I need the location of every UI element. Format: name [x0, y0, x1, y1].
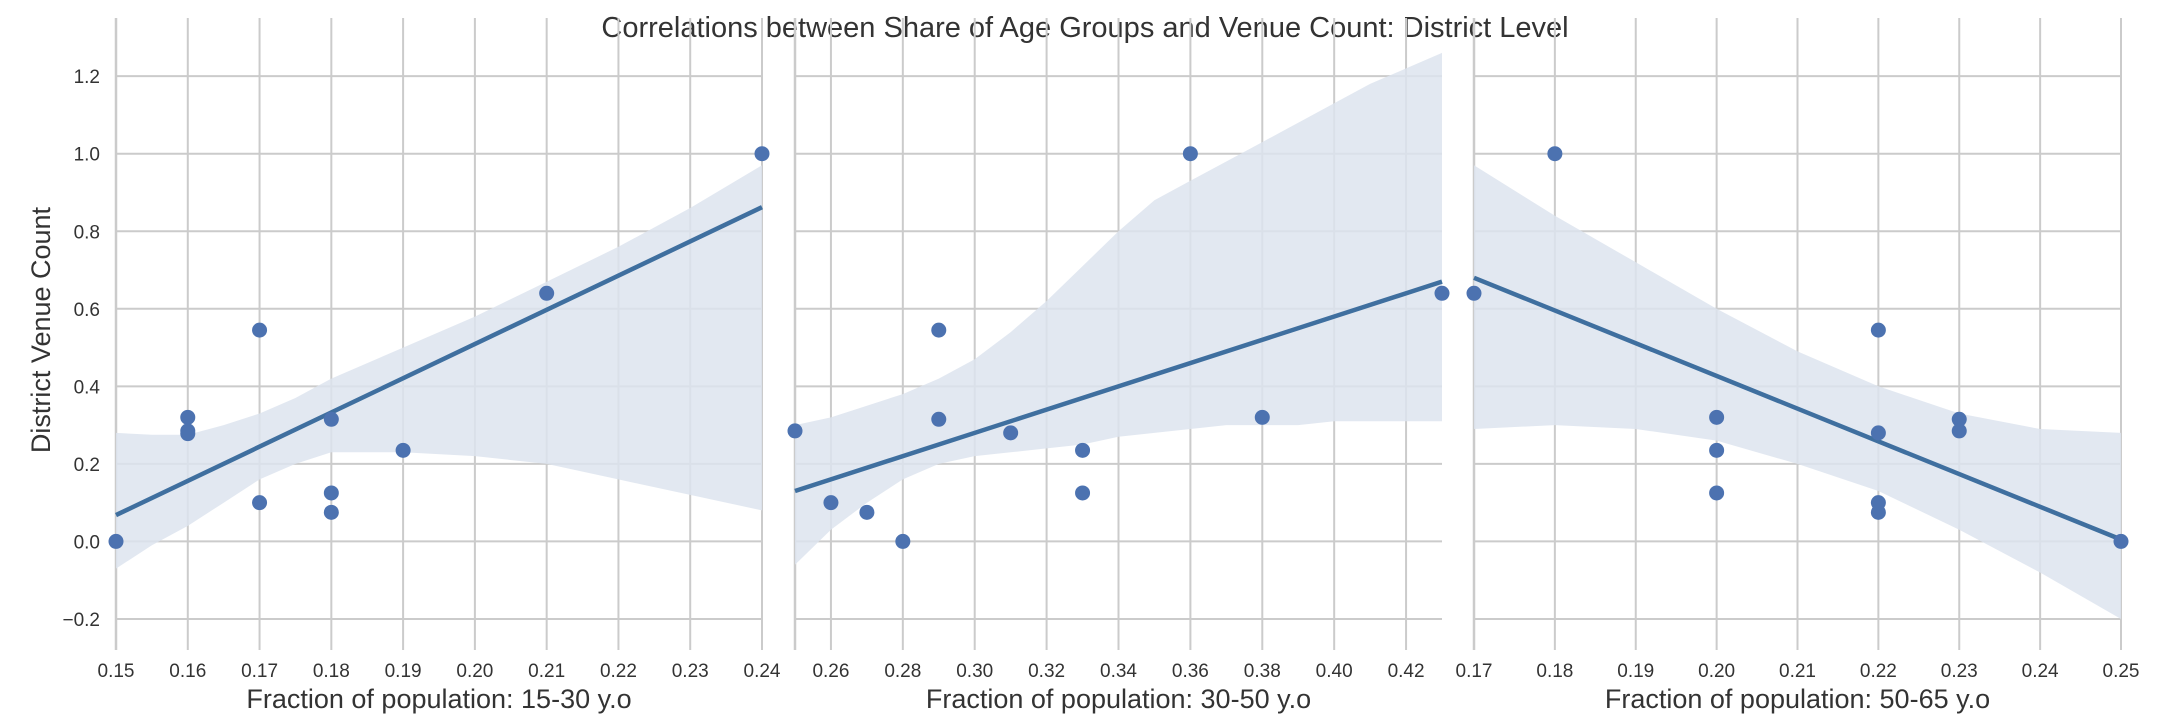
x-tick-label: 0.20 — [456, 661, 493, 682]
scatter-point — [754, 146, 770, 162]
scatter-point — [859, 504, 875, 520]
scatter-point — [895, 533, 911, 549]
panel-1: 0.15 0.16 0.17 0.18 0.19 0.20 0.21 0.22 0.23 0.24… — [62, 18, 781, 714]
x-tick-label: 0.18 — [313, 661, 350, 682]
scatter-point — [180, 426, 196, 442]
scatter-point — [108, 533, 124, 549]
scatter-point — [323, 504, 339, 520]
x-tick-label: 0.38 — [1244, 661, 1281, 682]
scatter-point — [787, 423, 803, 439]
x-tick-label: 0.18 — [1536, 661, 1573, 682]
scatter-points — [1466, 146, 2129, 549]
scatter-point — [1434, 285, 1450, 301]
x-tick-label: 0.30 — [956, 661, 993, 682]
scatter-point — [1709, 409, 1725, 425]
scatter-point — [1003, 425, 1019, 441]
y-tick-label: 0.2 — [74, 455, 100, 476]
x-tick-label: 0.23 — [672, 661, 709, 682]
x-tick-label: 0.16 — [169, 661, 206, 682]
x-tick-label: 0.22 — [600, 661, 637, 682]
panel-2: 0.26 0.28 0.30 0.32 0.34 0.36 0.38 0.40 0.42 Frac… — [787, 18, 1450, 714]
chart-title: Correlations between Share of Age Groups… — [601, 12, 1568, 44]
scatter-point — [931, 411, 947, 427]
x-tick-label: 0.25 — [2103, 661, 2140, 682]
x-tick-label: 0.23 — [1941, 661, 1978, 682]
scatter-point — [1182, 146, 1198, 162]
x-tick-label: 0.17 — [1456, 661, 1493, 682]
x-tick-label: 0.42 — [1388, 661, 1425, 682]
regression-line — [794, 279, 1443, 494]
scatter-point — [323, 485, 339, 501]
scatter-point — [1075, 485, 1091, 501]
y-tick-label: −0.2 — [62, 610, 100, 631]
scatter-point — [1709, 485, 1725, 501]
x-axis-label: Fraction of population: 50-65 y.o — [1605, 684, 1990, 714]
y-axis-label: District Venue Count — [26, 206, 56, 453]
x-tick-label: 0.32 — [1028, 661, 1065, 682]
x-tick-label: 0.17 — [241, 661, 278, 682]
scatter-point — [1951, 411, 1967, 427]
y-tick-label: 0.4 — [74, 377, 101, 398]
y-tick-label: 1.2 — [74, 67, 100, 88]
x-tick-label: 0.21 — [528, 661, 565, 682]
scatter-point — [1075, 442, 1091, 458]
x-tick-label: 0.19 — [385, 661, 422, 682]
confidence-band — [1474, 165, 2121, 620]
x-tick-label: 0.36 — [1172, 661, 1209, 682]
x-tick-label: 0.19 — [1617, 661, 1654, 682]
x-tick-label: 0.26 — [812, 661, 849, 682]
scatter-point — [823, 495, 839, 511]
scatter-point — [1870, 425, 1886, 441]
scatter-point — [539, 285, 555, 301]
scatter-points — [108, 146, 770, 549]
y-tick-label: 1.0 — [74, 145, 100, 166]
scatter-point — [1254, 409, 1270, 425]
scatter-point — [1870, 322, 1886, 338]
x-axis-label: Fraction of population: 15-30 y.o — [246, 684, 631, 714]
x-axis-label: Fraction of population: 30-50 y.o — [926, 684, 1311, 714]
x-tick-label: 0.40 — [1316, 661, 1353, 682]
scatter-point — [1870, 504, 1886, 520]
scatter-point — [1709, 442, 1725, 458]
scatter-point — [931, 322, 947, 338]
x-tick-label: 0.28 — [884, 661, 921, 682]
x-tick-label: 0.34 — [1100, 661, 1137, 682]
scatter-point — [1466, 285, 1482, 301]
x-tick-label: 0.20 — [1698, 661, 1735, 682]
y-tick-label: 0.8 — [74, 222, 100, 243]
x-tick-label: 0.15 — [98, 661, 135, 682]
scatter-point — [252, 495, 268, 511]
scatter-point — [1951, 423, 1967, 439]
scatter-points — [787, 146, 1450, 549]
confidence-band — [116, 165, 762, 569]
x-tick-label: 0.24 — [2022, 661, 2059, 682]
scatter-point — [323, 411, 339, 427]
scatter-point — [180, 409, 196, 425]
regression-line — [1473, 275, 2122, 542]
panels: 0.15 0.16 0.17 0.18 0.19 0.20 0.21 0.22 0.23 0.24… — [62, 18, 2139, 714]
panel-3: 0.17 0.18 0.19 0.20 0.21 0.22 0.23 0.24 0.25 Frac… — [1456, 18, 2140, 714]
scatter-point — [252, 322, 268, 338]
x-tick-label: 0.22 — [1860, 661, 1897, 682]
scatter-point — [2113, 533, 2129, 549]
y-tick-label: 0.0 — [74, 532, 100, 553]
scatter-point — [395, 442, 411, 458]
x-tick-label: 0.21 — [1779, 661, 1816, 682]
scatter-point — [1547, 146, 1563, 162]
regression-line — [115, 205, 763, 518]
y-tick-label: 0.6 — [74, 300, 100, 321]
x-tick-label: 0.24 — [744, 661, 781, 682]
